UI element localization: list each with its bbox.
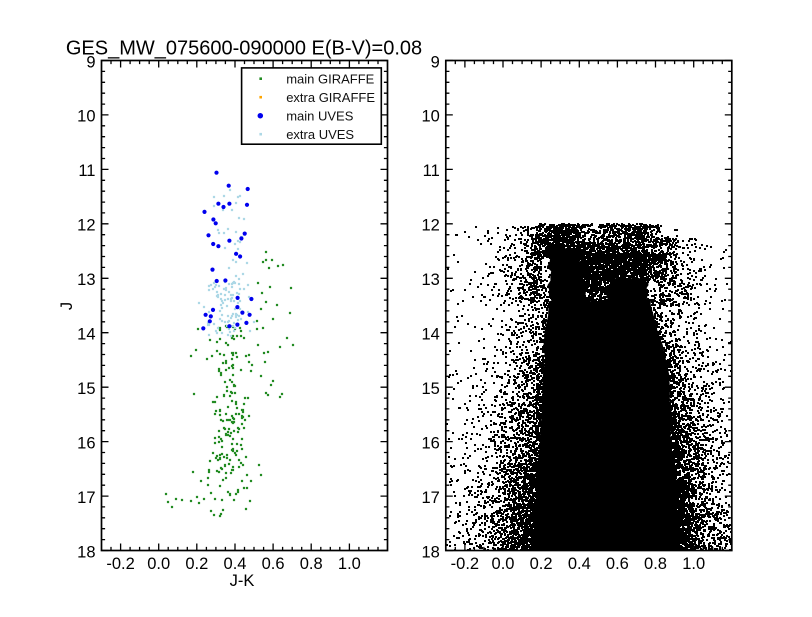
- svg-text:12: 12: [421, 217, 439, 235]
- svg-text:10: 10: [77, 108, 95, 126]
- svg-text:15: 15: [77, 380, 95, 398]
- svg-text:16: 16: [421, 434, 439, 452]
- svg-text:12: 12: [77, 217, 95, 235]
- svg-text:extra UVES: extra UVES: [286, 127, 354, 142]
- svg-text:13: 13: [77, 271, 95, 289]
- svg-text:extra GIRAFFE: extra GIRAFFE: [286, 90, 375, 105]
- svg-text:0.2: 0.2: [185, 555, 208, 573]
- svg-text:J: J: [58, 302, 76, 310]
- svg-text:1.0: 1.0: [338, 555, 361, 573]
- svg-text:14: 14: [421, 326, 439, 344]
- svg-text:0.2: 0.2: [530, 555, 553, 573]
- svg-text:-0.2: -0.2: [106, 555, 134, 573]
- svg-text:9: 9: [431, 53, 440, 71]
- svg-text:17: 17: [421, 489, 439, 507]
- svg-text:0.4: 0.4: [568, 555, 591, 573]
- svg-text:0.0: 0.0: [492, 555, 515, 573]
- svg-text:1.0: 1.0: [682, 555, 705, 573]
- svg-text:0.6: 0.6: [262, 555, 285, 573]
- svg-text:11: 11: [78, 162, 95, 180]
- svg-text:14: 14: [77, 326, 95, 344]
- svg-text:main UVES: main UVES: [286, 108, 354, 123]
- svg-text:18: 18: [77, 543, 95, 561]
- svg-text:17: 17: [77, 489, 95, 507]
- svg-text:11: 11: [423, 162, 440, 180]
- svg-text:0.6: 0.6: [606, 555, 629, 573]
- svg-text:16: 16: [77, 434, 95, 452]
- svg-text:9: 9: [86, 53, 95, 71]
- svg-text:0.4: 0.4: [224, 555, 247, 573]
- svg-text:main GIRAFFE: main GIRAFFE: [286, 71, 374, 86]
- svg-text:0.8: 0.8: [300, 555, 323, 573]
- svg-text:18: 18: [421, 543, 439, 561]
- svg-text:10: 10: [421, 108, 439, 126]
- svg-text:13: 13: [421, 271, 439, 289]
- svg-text:0.8: 0.8: [644, 555, 667, 573]
- svg-text:GES_MW_075600-090000 E(B-V)=0.: GES_MW_075600-090000 E(B-V)=0.08: [66, 38, 422, 60]
- svg-text:0.0: 0.0: [147, 555, 170, 573]
- svg-text:-0.2: -0.2: [451, 555, 479, 573]
- svg-text:15: 15: [421, 380, 439, 398]
- svg-text:J-K: J-K: [230, 572, 255, 590]
